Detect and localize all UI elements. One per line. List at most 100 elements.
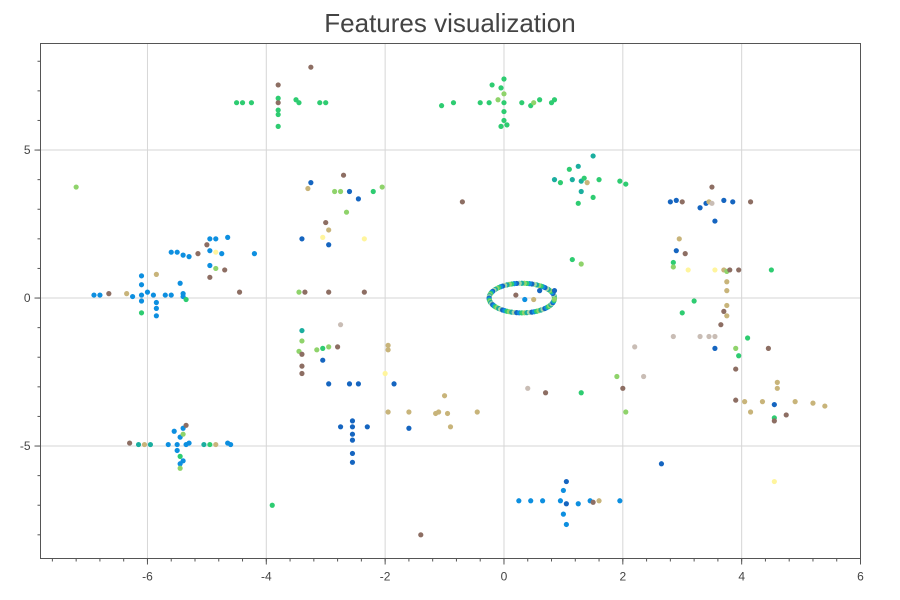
data-point (127, 440, 133, 446)
data-point (275, 111, 281, 118)
data-point (251, 251, 258, 257)
data-point (162, 292, 168, 298)
data-point (406, 409, 412, 415)
data-point (721, 308, 727, 314)
data-point (239, 100, 246, 106)
data-point (774, 379, 780, 385)
data-point (617, 498, 623, 504)
data-point (213, 249, 219, 255)
data-point (436, 409, 442, 415)
data-point (213, 441, 219, 448)
data-point (141, 441, 148, 448)
data-point (557, 180, 564, 186)
plot-frame (40, 43, 861, 559)
data-point (349, 431, 356, 437)
data-point (727, 267, 733, 273)
data-point (144, 289, 151, 295)
data-point (551, 296, 557, 302)
data-point (477, 100, 483, 106)
data-point (733, 397, 739, 403)
data-point (183, 296, 189, 303)
data-point (385, 342, 391, 348)
data-point (222, 267, 228, 273)
data-point (275, 107, 281, 113)
data-point (641, 373, 647, 380)
data-point (391, 381, 397, 387)
data-point (370, 188, 376, 195)
data-point (326, 242, 332, 248)
data-point (308, 64, 314, 70)
data-point (474, 409, 480, 415)
data-point (177, 453, 183, 459)
data-point (174, 441, 180, 448)
data-point (569, 177, 575, 183)
data-point (346, 381, 353, 387)
data-point (138, 282, 145, 288)
data-point (177, 461, 183, 467)
data-point (177, 465, 183, 471)
data-point (724, 302, 730, 309)
data-point (207, 441, 213, 448)
x-tick-label: -6 (142, 570, 153, 584)
data-point (709, 184, 715, 190)
x-tick-label: 0 (501, 570, 508, 584)
data-point (578, 188, 584, 195)
data-point (774, 385, 780, 391)
x-tick-label: 4 (738, 570, 745, 584)
data-point (177, 280, 183, 286)
data-point (236, 289, 243, 295)
data-point (323, 100, 329, 106)
data-point (349, 418, 356, 424)
data-point (174, 249, 180, 255)
data-point (296, 100, 302, 106)
data-point (299, 338, 305, 344)
data-point (275, 82, 281, 88)
x-tick-label: 2 (619, 570, 626, 584)
data-point (691, 298, 697, 304)
data-point (228, 441, 234, 448)
x-tick-label: 6 (857, 570, 864, 584)
data-point (323, 219, 329, 226)
data-point (667, 199, 673, 205)
data-point (566, 166, 572, 172)
data-point (171, 428, 177, 434)
data-points (73, 64, 828, 538)
data-point (560, 487, 566, 494)
data-point (299, 351, 305, 357)
data-point (320, 345, 326, 351)
data-point (551, 288, 558, 294)
data-point (712, 267, 718, 273)
data-point (569, 256, 575, 263)
data-point (709, 200, 715, 206)
data-point (207, 248, 213, 254)
data-point (730, 199, 736, 205)
data-point (489, 82, 495, 88)
data-point (153, 299, 159, 306)
data-point (450, 100, 457, 106)
data-point (525, 385, 531, 391)
axis-ticks (34, 60, 861, 565)
data-point (747, 409, 754, 415)
data-point (670, 264, 676, 270)
data-point (349, 437, 356, 443)
data-point (575, 200, 581, 206)
data-point (91, 292, 97, 298)
data-point (584, 180, 590, 186)
data-point (138, 273, 145, 279)
data-point (150, 292, 156, 298)
data-point (706, 333, 712, 340)
data-point (153, 305, 159, 311)
data-point (632, 344, 638, 350)
data-point (697, 205, 703, 211)
data-point (275, 100, 281, 106)
data-point (213, 236, 219, 242)
data-point (183, 422, 189, 428)
data-point (447, 424, 454, 430)
data-point (326, 227, 332, 233)
data-point (355, 381, 361, 387)
data-point (563, 478, 569, 485)
axis-tick-labels: -6 -4 -2 0 2 4 6 -5 0 5 (20, 143, 864, 583)
data-point (501, 117, 507, 124)
data-point (495, 97, 501, 103)
data-point (168, 292, 174, 298)
